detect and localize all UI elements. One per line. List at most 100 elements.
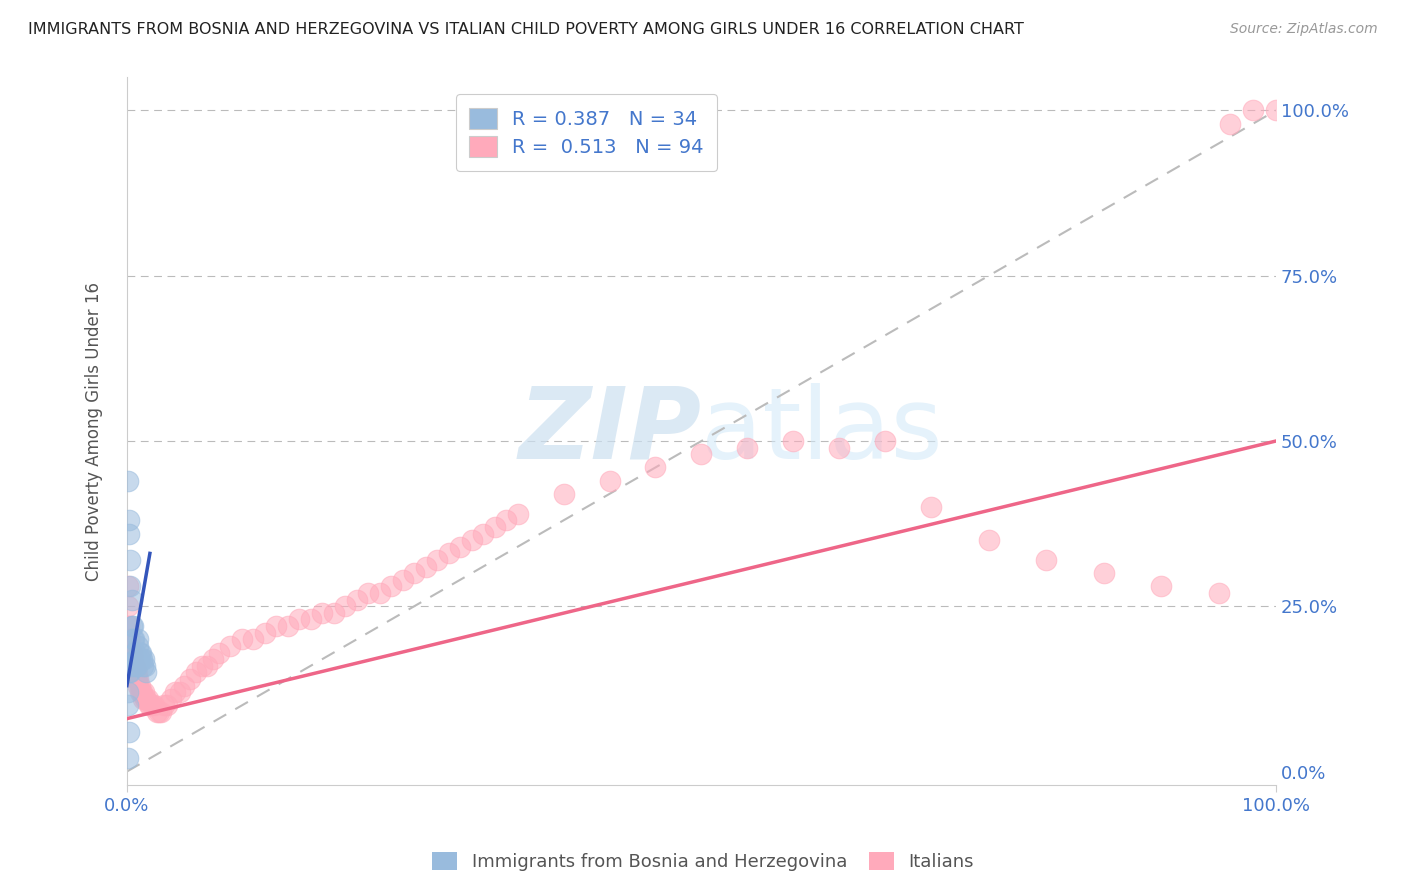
- Point: [165, 685, 187, 699]
- Point: [506, 507, 529, 521]
- Point: [128, 679, 150, 693]
- Point: [121, 592, 143, 607]
- Point: [117, 474, 139, 488]
- Point: [132, 658, 155, 673]
- Point: [118, 665, 141, 680]
- Point: [277, 619, 299, 633]
- Point: [127, 639, 149, 653]
- Point: [122, 632, 145, 647]
- Point: [127, 679, 149, 693]
- Point: [391, 573, 413, 587]
- Point: [437, 546, 460, 560]
- Point: [127, 632, 149, 647]
- Point: [117, 579, 139, 593]
- Point: [495, 513, 517, 527]
- Point: [124, 658, 146, 673]
- Point: [121, 658, 143, 673]
- Point: [118, 513, 141, 527]
- Point: [146, 705, 169, 719]
- Point: [156, 698, 179, 713]
- Point: [127, 652, 149, 666]
- Point: [195, 658, 218, 673]
- Point: [828, 441, 851, 455]
- Point: [484, 520, 506, 534]
- Point: [120, 553, 142, 567]
- Point: [128, 652, 150, 666]
- Point: [117, 619, 139, 633]
- Point: [368, 586, 391, 600]
- Point: [120, 632, 142, 647]
- Point: [415, 559, 437, 574]
- Point: [179, 672, 201, 686]
- Point: [1208, 586, 1230, 600]
- Point: [124, 665, 146, 680]
- Point: [117, 685, 139, 699]
- Point: [169, 685, 191, 699]
- Point: [208, 646, 231, 660]
- Point: [404, 566, 426, 581]
- Legend: Immigrants from Bosnia and Herzegovina, Italians: Immigrants from Bosnia and Herzegovina, …: [425, 845, 981, 879]
- Point: [920, 500, 942, 515]
- Point: [124, 646, 146, 660]
- Point: [125, 662, 148, 676]
- Point: [118, 526, 141, 541]
- Point: [219, 639, 242, 653]
- Point: [288, 613, 311, 627]
- Point: [184, 665, 207, 680]
- Point: [782, 434, 804, 448]
- Point: [253, 625, 276, 640]
- Point: [131, 685, 153, 699]
- Point: [139, 698, 162, 713]
- Point: [141, 698, 163, 713]
- Point: [242, 632, 264, 647]
- Point: [644, 460, 666, 475]
- Point: [173, 679, 195, 693]
- Point: [128, 646, 150, 660]
- Text: Source: ZipAtlas.com: Source: ZipAtlas.com: [1230, 22, 1378, 37]
- Point: [125, 658, 148, 673]
- Point: [346, 592, 368, 607]
- Point: [322, 606, 344, 620]
- Point: [127, 672, 149, 686]
- Point: [120, 665, 142, 680]
- Point: [599, 474, 621, 488]
- Point: [449, 540, 471, 554]
- Text: ZIP: ZIP: [519, 383, 702, 480]
- Point: [231, 632, 253, 647]
- Text: atlas: atlas: [702, 383, 943, 480]
- Point: [121, 652, 143, 666]
- Legend: R = 0.387   N = 34, R =  0.513   N = 94: R = 0.387 N = 34, R = 0.513 N = 94: [456, 95, 717, 170]
- Point: [977, 533, 1000, 548]
- Point: [134, 691, 156, 706]
- Point: [152, 698, 174, 713]
- Point: [159, 691, 181, 706]
- Point: [120, 646, 142, 660]
- Point: [357, 586, 380, 600]
- Point: [1092, 566, 1115, 581]
- Point: [118, 646, 141, 660]
- Point: [125, 672, 148, 686]
- Point: [121, 619, 143, 633]
- Point: [875, 434, 897, 448]
- Point: [118, 724, 141, 739]
- Point: [553, 487, 575, 501]
- Point: [121, 652, 143, 666]
- Point: [135, 691, 157, 706]
- Point: [134, 685, 156, 699]
- Point: [129, 685, 152, 699]
- Point: [122, 658, 145, 673]
- Point: [132, 691, 155, 706]
- Y-axis label: Child Poverty Among Girls Under 16: Child Poverty Among Girls Under 16: [86, 282, 103, 581]
- Point: [120, 658, 142, 673]
- Point: [127, 672, 149, 686]
- Point: [143, 698, 166, 713]
- Point: [266, 619, 288, 633]
- Point: [121, 646, 143, 660]
- Point: [128, 685, 150, 699]
- Point: [122, 665, 145, 680]
- Point: [127, 658, 149, 673]
- Point: [131, 652, 153, 666]
- Point: [1219, 117, 1241, 131]
- Point: [1265, 103, 1288, 118]
- Point: [426, 553, 449, 567]
